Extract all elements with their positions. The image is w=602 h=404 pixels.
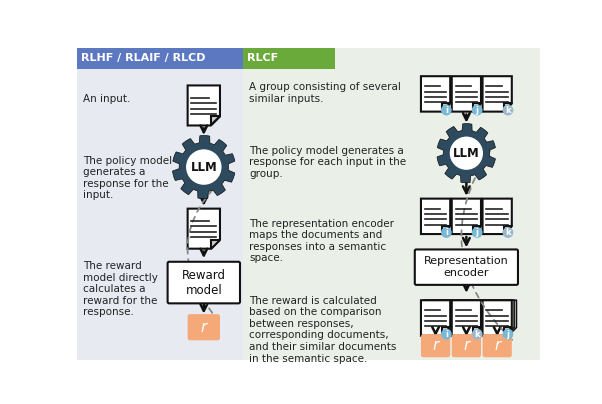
Text: r: r bbox=[200, 320, 207, 335]
Text: i: i bbox=[445, 105, 448, 115]
Polygon shape bbox=[173, 135, 235, 199]
Polygon shape bbox=[483, 300, 512, 336]
Polygon shape bbox=[188, 85, 220, 126]
Text: The representation encoder
maps the documents and
responses into a semantic
spac: The representation encoder maps the docu… bbox=[249, 219, 394, 263]
Text: k: k bbox=[474, 330, 480, 339]
Circle shape bbox=[441, 105, 452, 116]
Text: i: i bbox=[445, 330, 448, 339]
FancyBboxPatch shape bbox=[415, 249, 518, 285]
Polygon shape bbox=[421, 76, 450, 112]
Polygon shape bbox=[423, 300, 453, 336]
Text: k: k bbox=[505, 105, 510, 115]
Bar bbox=[77, 48, 243, 360]
Text: RLHF / RLAIF / RLCD: RLHF / RLAIF / RLCD bbox=[81, 53, 205, 63]
Text: k: k bbox=[505, 228, 510, 237]
Polygon shape bbox=[437, 124, 495, 183]
Circle shape bbox=[186, 149, 222, 185]
Circle shape bbox=[472, 227, 483, 238]
Polygon shape bbox=[421, 199, 450, 234]
Polygon shape bbox=[188, 208, 220, 249]
Polygon shape bbox=[504, 226, 512, 234]
Text: Representation
encoder: Representation encoder bbox=[424, 257, 509, 278]
Circle shape bbox=[503, 329, 514, 339]
Polygon shape bbox=[426, 300, 455, 336]
Polygon shape bbox=[473, 103, 481, 112]
Text: Reward
model: Reward model bbox=[182, 269, 226, 297]
Text: r: r bbox=[432, 338, 439, 353]
Polygon shape bbox=[504, 103, 512, 112]
Bar bbox=[243, 48, 335, 69]
Polygon shape bbox=[452, 76, 481, 112]
Polygon shape bbox=[211, 116, 220, 126]
Text: j: j bbox=[476, 228, 479, 237]
Polygon shape bbox=[504, 328, 512, 336]
Circle shape bbox=[503, 105, 514, 116]
Text: LLM: LLM bbox=[190, 160, 217, 174]
Text: i: i bbox=[445, 228, 448, 237]
Polygon shape bbox=[487, 300, 517, 336]
Polygon shape bbox=[454, 300, 483, 336]
Polygon shape bbox=[421, 300, 450, 336]
Circle shape bbox=[441, 227, 452, 238]
Circle shape bbox=[441, 329, 452, 339]
Text: The reward
model directly
calculates a
reward for the
response.: The reward model directly calculates a r… bbox=[83, 261, 158, 318]
Polygon shape bbox=[473, 226, 481, 234]
Polygon shape bbox=[483, 199, 512, 234]
Polygon shape bbox=[485, 300, 514, 336]
Text: A group consisting of several
similar inputs.: A group consisting of several similar in… bbox=[249, 82, 401, 104]
FancyBboxPatch shape bbox=[188, 314, 220, 340]
Polygon shape bbox=[452, 300, 481, 336]
Bar bbox=[243, 48, 541, 360]
Circle shape bbox=[450, 137, 483, 170]
Polygon shape bbox=[452, 199, 481, 234]
Text: The reward is calculated
based on the comparison
between responses,
correspondin: The reward is calculated based on the co… bbox=[249, 296, 397, 364]
Polygon shape bbox=[483, 76, 512, 112]
Polygon shape bbox=[442, 226, 450, 234]
Text: RLCF: RLCF bbox=[247, 53, 278, 63]
Circle shape bbox=[472, 329, 483, 339]
Circle shape bbox=[503, 227, 514, 238]
FancyBboxPatch shape bbox=[421, 334, 450, 357]
Circle shape bbox=[472, 105, 483, 116]
Polygon shape bbox=[211, 240, 220, 249]
Text: LLM: LLM bbox=[453, 147, 480, 160]
Polygon shape bbox=[456, 300, 486, 336]
FancyBboxPatch shape bbox=[167, 262, 240, 303]
Text: j: j bbox=[506, 330, 509, 339]
Bar bbox=[77, 48, 243, 69]
Text: The policy model
generates a
response for the
input.: The policy model generates a response fo… bbox=[83, 156, 172, 200]
Text: r: r bbox=[464, 338, 470, 353]
Polygon shape bbox=[442, 103, 450, 112]
FancyBboxPatch shape bbox=[452, 334, 481, 357]
FancyBboxPatch shape bbox=[483, 334, 512, 357]
Polygon shape bbox=[442, 328, 450, 336]
Text: j: j bbox=[476, 105, 479, 115]
Polygon shape bbox=[473, 328, 481, 336]
Text: An input.: An input. bbox=[83, 94, 130, 104]
Text: The policy model generates a
response for each input in the
group.: The policy model generates a response fo… bbox=[249, 145, 406, 179]
Text: r: r bbox=[494, 338, 500, 353]
